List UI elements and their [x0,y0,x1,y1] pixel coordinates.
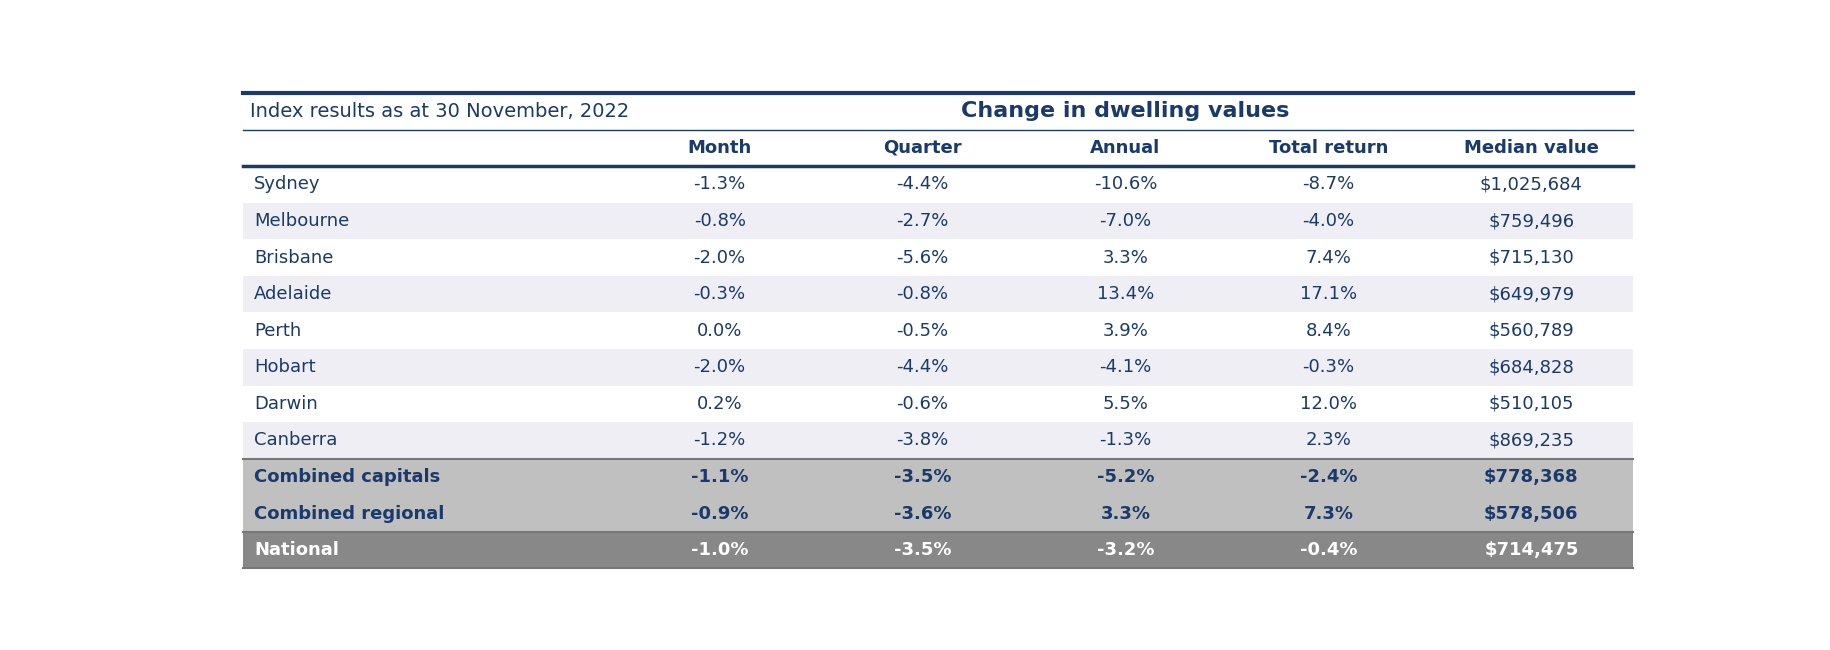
Text: -0.3%: -0.3% [694,285,747,303]
Text: Index results as at 30 November, 2022: Index results as at 30 November, 2022 [251,102,630,121]
Text: -1.0%: -1.0% [692,541,748,559]
Text: -1.3%: -1.3% [1100,432,1151,450]
Text: -4.1%: -4.1% [1100,358,1151,376]
Text: -2.0%: -2.0% [694,358,747,376]
Text: 8.4%: 8.4% [1305,322,1351,340]
Text: -4.4%: -4.4% [897,176,948,194]
Text: 5.5%: 5.5% [1102,395,1149,413]
Bar [243,422,1632,459]
Text: Adelaide: Adelaide [254,285,333,303]
Text: $1,025,684: $1,025,684 [1480,176,1583,194]
Text: Month: Month [688,139,752,157]
Bar [243,532,1632,569]
Text: Canberra: Canberra [254,432,339,450]
Text: 3.3%: 3.3% [1102,248,1149,266]
Text: Hobart: Hobart [254,358,317,376]
Text: Sydney: Sydney [254,176,320,194]
Text: $578,506: $578,506 [1484,504,1579,523]
Text: 0.0%: 0.0% [697,322,743,340]
Bar [243,495,1632,532]
Bar [243,313,1632,349]
Text: $759,496: $759,496 [1488,212,1574,230]
Text: Combined capitals: Combined capitals [254,468,441,486]
Text: -4.4%: -4.4% [897,358,948,376]
Text: 12.0%: 12.0% [1299,395,1356,413]
Text: 3.3%: 3.3% [1100,504,1151,523]
Text: $869,235: $869,235 [1488,432,1574,450]
Text: Brisbane: Brisbane [254,248,333,266]
Bar [243,385,1632,422]
Text: Combined regional: Combined regional [254,504,445,523]
Text: -8.7%: -8.7% [1303,176,1354,194]
Text: $684,828: $684,828 [1488,358,1574,376]
Text: 13.4%: 13.4% [1096,285,1155,303]
Text: -2.4%: -2.4% [1299,468,1358,486]
Text: -10.6%: -10.6% [1094,176,1157,194]
Text: Darwin: Darwin [254,395,318,413]
Text: 0.2%: 0.2% [697,395,743,413]
Text: -0.8%: -0.8% [694,212,745,230]
Text: 17.1%: 17.1% [1299,285,1358,303]
Text: 7.3%: 7.3% [1303,504,1354,523]
Bar [243,203,1632,239]
Text: -5.2%: -5.2% [1096,468,1155,486]
Text: -3.5%: -3.5% [893,468,952,486]
Bar [243,349,1632,385]
Text: -0.8%: -0.8% [897,285,948,303]
Text: -1.1%: -1.1% [692,468,748,486]
Text: -0.9%: -0.9% [692,504,748,523]
Bar [243,166,1632,203]
Text: -0.6%: -0.6% [897,395,948,413]
Text: $649,979: $649,979 [1488,285,1574,303]
Text: 3.9%: 3.9% [1102,322,1149,340]
Text: -5.6%: -5.6% [897,248,948,266]
Text: -3.5%: -3.5% [893,541,952,559]
Text: -0.4%: -0.4% [1299,541,1358,559]
Text: Total return: Total return [1268,139,1389,157]
Text: 2.3%: 2.3% [1305,432,1351,450]
Text: -0.3%: -0.3% [1303,358,1354,376]
Text: $715,130: $715,130 [1488,248,1574,266]
Text: Melbourne: Melbourne [254,212,350,230]
Text: $560,789: $560,789 [1488,322,1574,340]
Text: -7.0%: -7.0% [1100,212,1151,230]
Text: -1.2%: -1.2% [694,432,747,450]
Text: $778,368: $778,368 [1484,468,1579,486]
Bar [243,239,1632,276]
Text: -3.8%: -3.8% [897,432,948,450]
Text: -3.2%: -3.2% [1096,541,1155,559]
Text: $714,475: $714,475 [1484,541,1579,559]
Text: Median value: Median value [1464,139,1599,157]
Text: Annual: Annual [1091,139,1160,157]
Text: -2.7%: -2.7% [897,212,948,230]
Bar [243,276,1632,313]
Text: Change in dwelling values: Change in dwelling values [961,101,1290,122]
Text: -0.5%: -0.5% [897,322,948,340]
Text: Quarter: Quarter [884,139,963,157]
Text: 7.4%: 7.4% [1305,248,1351,266]
Text: -1.3%: -1.3% [694,176,747,194]
Bar [243,459,1632,495]
Text: $510,105: $510,105 [1488,395,1574,413]
Text: Perth: Perth [254,322,302,340]
Text: National: National [254,541,339,559]
Text: -3.6%: -3.6% [893,504,952,523]
Text: -4.0%: -4.0% [1303,212,1354,230]
Text: -2.0%: -2.0% [694,248,747,266]
